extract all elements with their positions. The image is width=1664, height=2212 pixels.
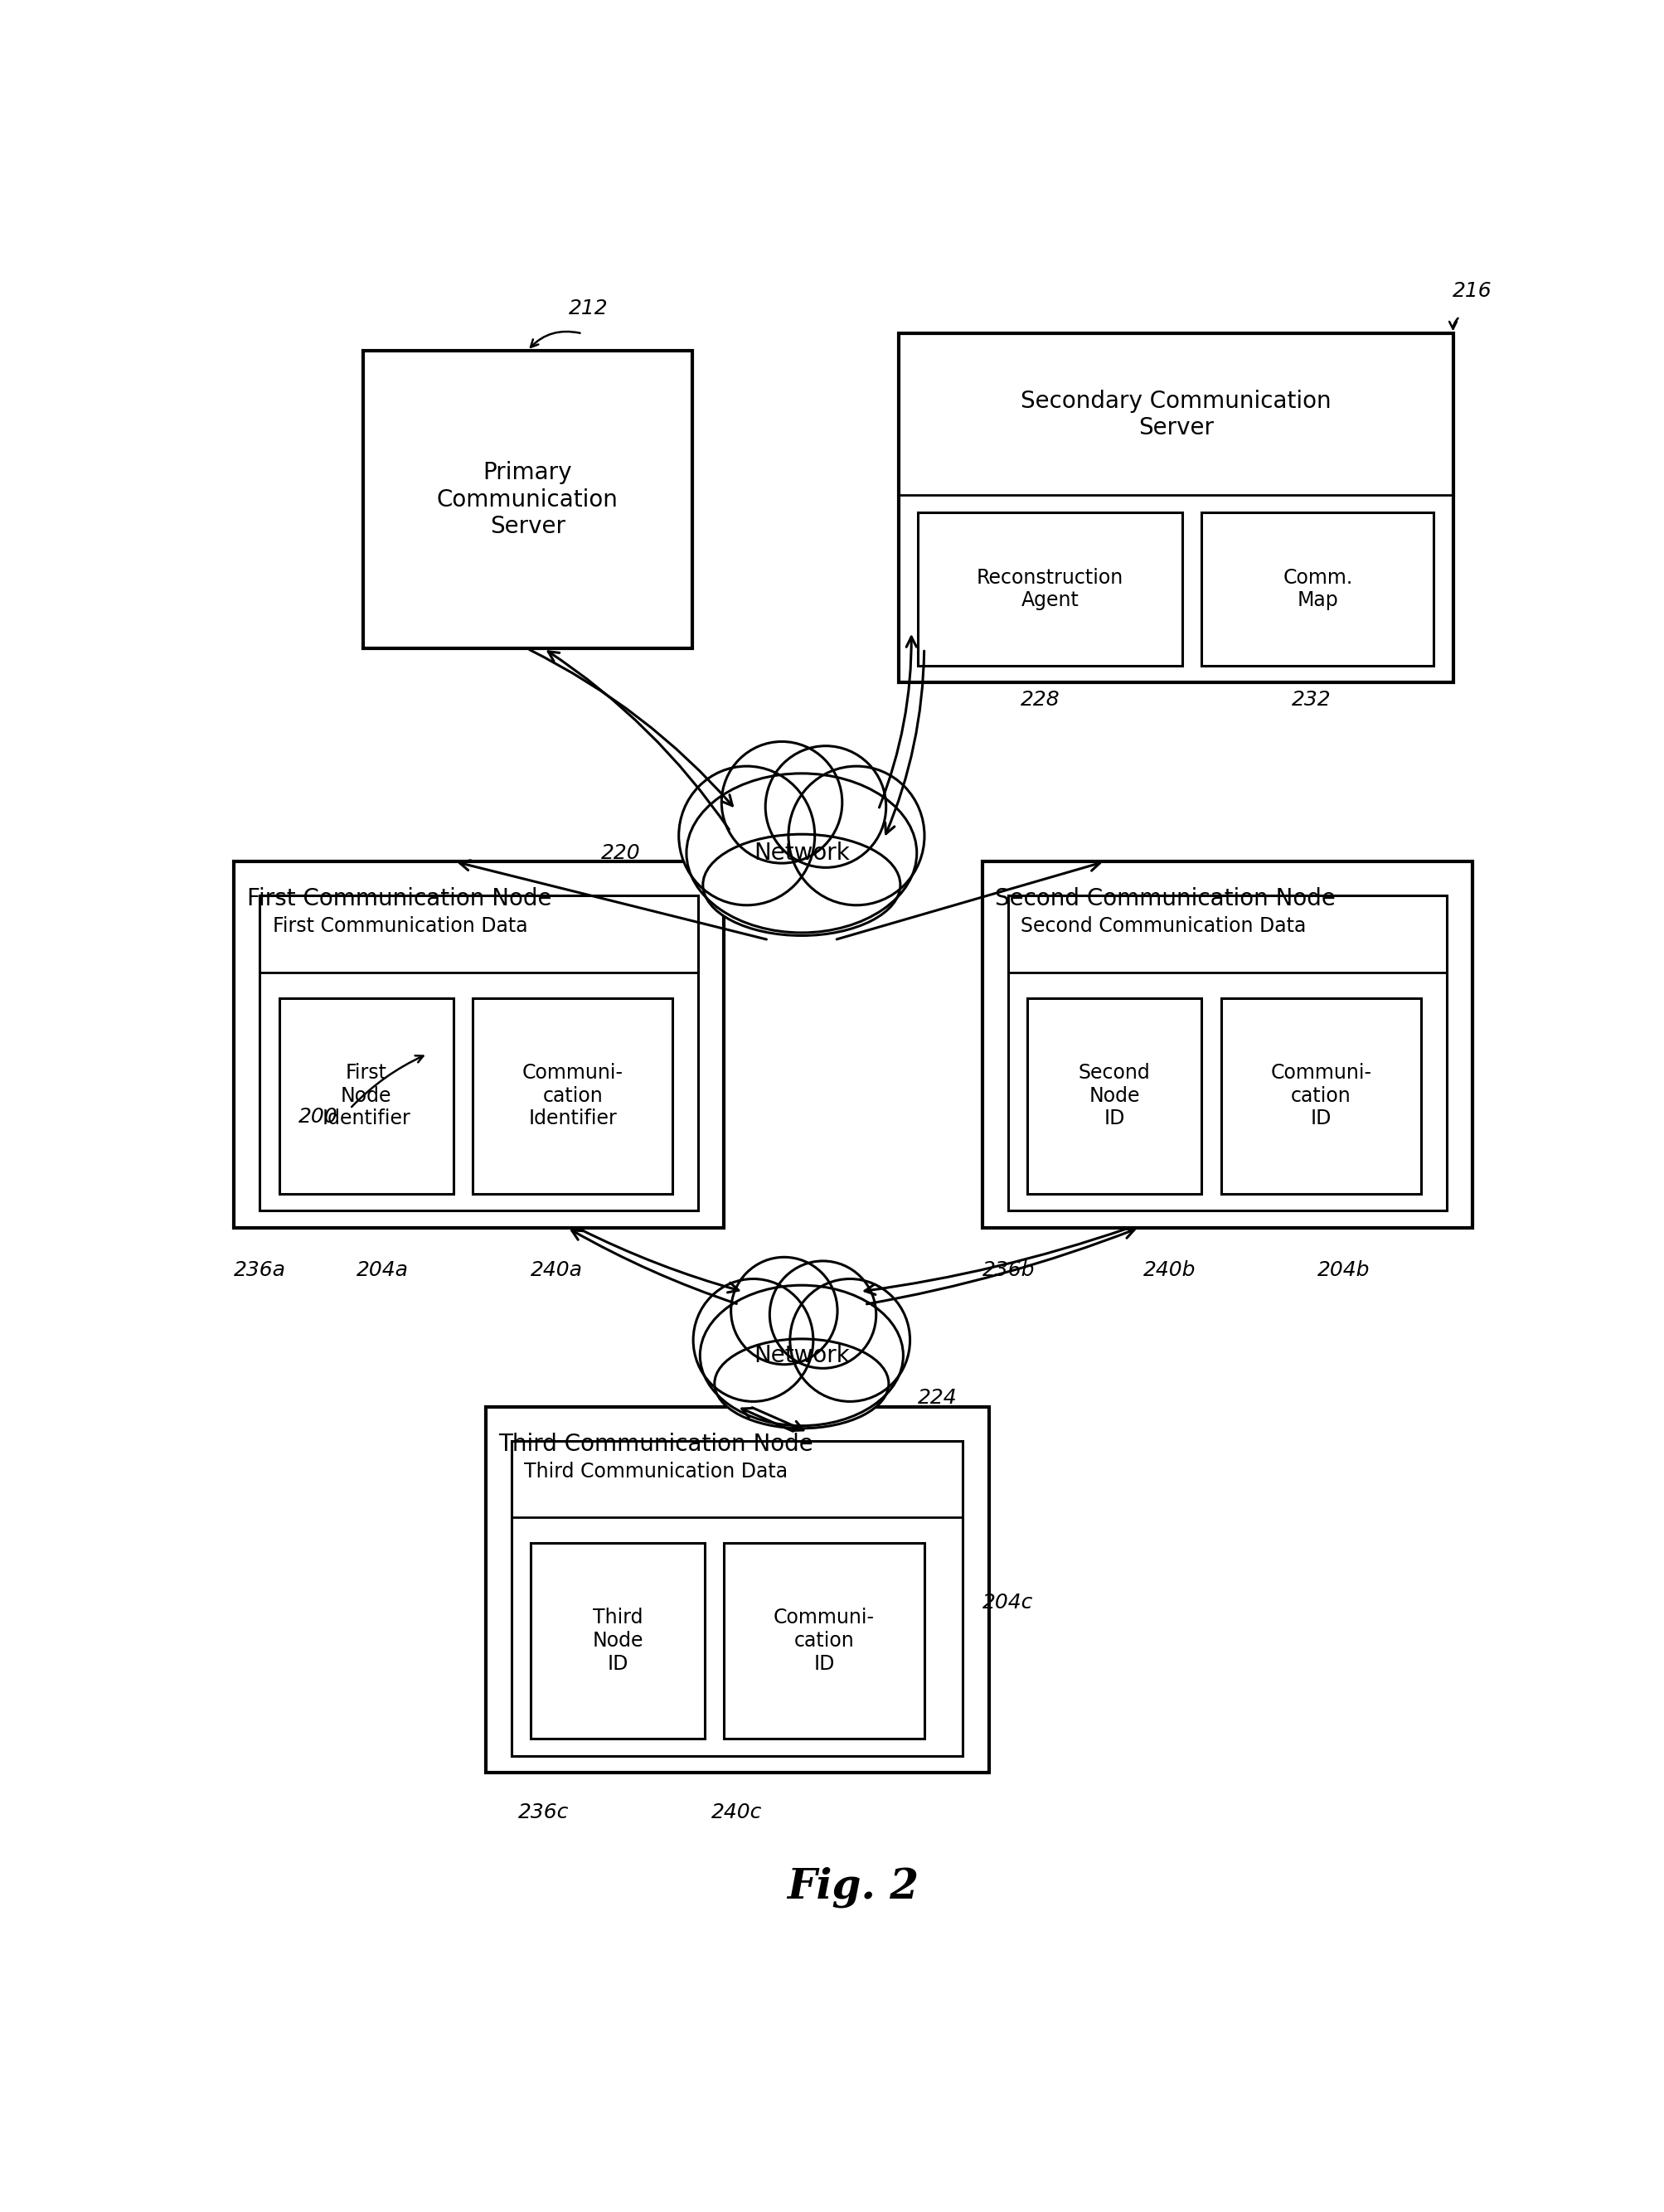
Bar <box>724 1544 924 1739</box>
Bar <box>233 860 724 1228</box>
Text: Third Communication Data: Third Communication Data <box>524 1462 787 1482</box>
Text: 240c: 240c <box>711 1803 762 1823</box>
Text: Secondary Communication
Server: Secondary Communication Server <box>1020 389 1331 440</box>
Ellipse shape <box>790 1279 910 1402</box>
Text: 240a: 240a <box>531 1261 582 1281</box>
Bar <box>260 896 699 1210</box>
Text: 216: 216 <box>1453 281 1491 301</box>
Text: Second Communication Node: Second Communication Node <box>995 887 1335 911</box>
Text: First Communication Node: First Communication Node <box>246 887 551 911</box>
Text: 236c: 236c <box>518 1803 569 1823</box>
Text: Communi-
cation
ID: Communi- cation ID <box>1270 1062 1371 1128</box>
Text: 236b: 236b <box>982 1261 1035 1281</box>
Bar <box>917 513 1181 666</box>
Bar <box>1220 998 1421 1194</box>
Text: 228: 228 <box>1020 690 1060 710</box>
Text: 212: 212 <box>569 299 607 319</box>
Bar <box>486 1407 988 1772</box>
Ellipse shape <box>714 1338 889 1429</box>
Bar <box>280 998 453 1194</box>
Ellipse shape <box>730 1256 837 1365</box>
Ellipse shape <box>699 1285 904 1427</box>
Text: 204a: 204a <box>356 1261 408 1281</box>
Text: Communi-
cation
Identifier: Communi- cation Identifier <box>522 1062 622 1128</box>
Bar <box>1008 896 1446 1210</box>
Text: 232: 232 <box>1291 690 1330 710</box>
Bar <box>1201 513 1433 666</box>
Bar <box>473 998 672 1194</box>
Bar <box>1027 998 1201 1194</box>
Bar <box>511 1440 962 1756</box>
Text: 236a: 236a <box>233 1261 286 1281</box>
Ellipse shape <box>789 765 924 905</box>
Text: Communi-
cation
ID: Communi- cation ID <box>774 1608 874 1674</box>
Ellipse shape <box>765 745 885 867</box>
Text: Reconstruction
Agent: Reconstruction Agent <box>977 568 1123 611</box>
Text: Primary
Communication
Server: Primary Communication Server <box>436 460 617 538</box>
Ellipse shape <box>686 774 917 933</box>
Text: Second
Node
ID: Second Node ID <box>1078 1062 1150 1128</box>
Ellipse shape <box>692 1279 812 1402</box>
Ellipse shape <box>679 765 814 905</box>
Ellipse shape <box>769 1261 875 1369</box>
Ellipse shape <box>702 834 900 936</box>
Bar <box>531 1544 704 1739</box>
Text: First Communication Data: First Communication Data <box>273 916 527 936</box>
Text: First
Node
Identifier: First Node Identifier <box>321 1062 411 1128</box>
Ellipse shape <box>721 741 842 863</box>
Text: Network: Network <box>754 1345 849 1367</box>
Text: 220: 220 <box>601 843 641 863</box>
Text: 240b: 240b <box>1143 1261 1195 1281</box>
Bar <box>982 860 1473 1228</box>
Text: Third Communication Node: Third Communication Node <box>498 1433 812 1455</box>
Text: Second Communication Data: Second Communication Data <box>1020 916 1306 936</box>
Text: 200: 200 <box>298 1108 338 1126</box>
Text: Third
Node
ID: Third Node ID <box>592 1608 642 1674</box>
Bar <box>899 334 1453 684</box>
Text: Network: Network <box>754 841 849 865</box>
Text: 224: 224 <box>917 1389 957 1409</box>
Text: 204c: 204c <box>982 1593 1033 1613</box>
Bar <box>363 352 692 648</box>
Text: Comm.
Map: Comm. Map <box>1283 568 1351 611</box>
Text: Fig. 2: Fig. 2 <box>787 1867 919 1907</box>
Text: 204b: 204b <box>1316 1261 1369 1281</box>
